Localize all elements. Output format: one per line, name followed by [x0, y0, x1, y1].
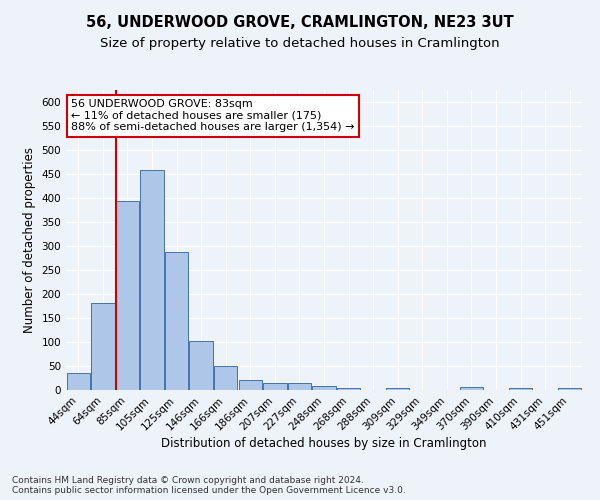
Text: 56 UNDERWOOD GROVE: 83sqm
← 11% of detached houses are smaller (175)
88% of semi: 56 UNDERWOOD GROVE: 83sqm ← 11% of detac… — [71, 99, 355, 132]
Bar — [460, 387, 483, 390]
Bar — [337, 388, 360, 390]
Bar — [91, 302, 115, 390]
Bar — [558, 388, 581, 390]
Text: 56, UNDERWOOD GROVE, CRAMLINGTON, NE23 3UT: 56, UNDERWOOD GROVE, CRAMLINGTON, NE23 3… — [86, 15, 514, 30]
Bar — [263, 383, 287, 390]
Bar — [140, 170, 164, 390]
Bar — [288, 383, 311, 390]
Text: Size of property relative to detached houses in Cramlington: Size of property relative to detached ho… — [100, 38, 500, 51]
Bar — [239, 380, 262, 390]
Bar — [67, 372, 90, 390]
Bar — [214, 366, 238, 390]
Bar — [313, 386, 335, 390]
Bar — [116, 202, 139, 390]
Y-axis label: Number of detached properties: Number of detached properties — [23, 147, 36, 333]
X-axis label: Distribution of detached houses by size in Cramlington: Distribution of detached houses by size … — [161, 438, 487, 450]
Bar — [386, 388, 409, 390]
Text: Contains HM Land Registry data © Crown copyright and database right 2024.
Contai: Contains HM Land Registry data © Crown c… — [12, 476, 406, 495]
Bar — [190, 340, 213, 390]
Bar — [165, 252, 188, 390]
Bar — [509, 388, 532, 390]
